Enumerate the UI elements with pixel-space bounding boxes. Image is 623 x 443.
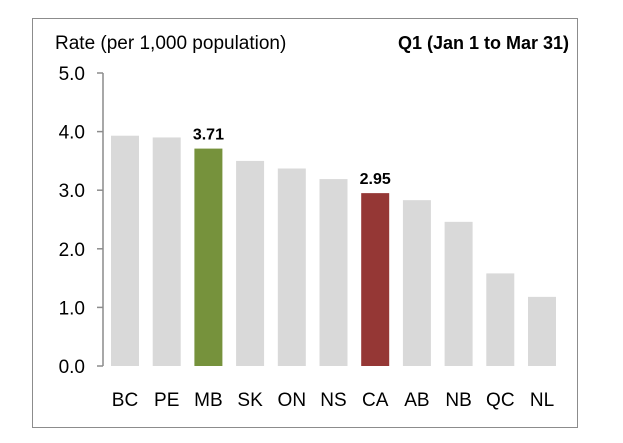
- y-tick-label: 1.0: [59, 298, 85, 319]
- x-tick-label: AB: [404, 390, 429, 411]
- x-tick-label: BC: [112, 390, 138, 411]
- bar-qc: [486, 273, 515, 366]
- bar-mb: [194, 148, 223, 366]
- bar-nb: [444, 221, 473, 366]
- x-tick-label: QC: [486, 390, 515, 411]
- y-axis-label: Rate (per 1,000 population): [55, 33, 286, 54]
- data-label-ca: 2.95: [360, 171, 391, 188]
- y-tick-label: 5.0: [59, 64, 85, 85]
- y-tick-label: 2.0: [59, 240, 85, 261]
- y-tick-label: 0.0: [59, 357, 85, 378]
- x-tick-label: PE: [154, 390, 179, 411]
- y-tick-label: 3.0: [59, 181, 85, 202]
- x-tick-label: NL: [530, 390, 554, 411]
- data-label-mb: 3.71: [193, 127, 224, 144]
- x-tick-label: SK: [237, 390, 263, 411]
- bar-ns: [319, 179, 348, 366]
- bar-sk: [236, 160, 265, 366]
- bar-pe: [152, 137, 181, 366]
- x-tick-label: CA: [362, 390, 389, 411]
- chart-frame: Rate (per 1,000 population) Q1 (Jan 1 to…: [32, 18, 578, 428]
- bar-ca: [361, 193, 390, 366]
- bar-nl: [528, 296, 556, 366]
- chart-title: Q1 (Jan 1 to Mar 31): [398, 33, 569, 53]
- bar-ab: [402, 200, 431, 366]
- bar-on: [277, 168, 306, 366]
- bar-bc: [111, 135, 139, 366]
- y-tick-label: 4.0: [59, 123, 85, 144]
- x-tick-label: ON: [278, 390, 307, 411]
- x-tick-label: NB: [445, 390, 471, 411]
- x-tick-label: NS: [320, 390, 346, 411]
- x-tick-label: MB: [194, 390, 223, 411]
